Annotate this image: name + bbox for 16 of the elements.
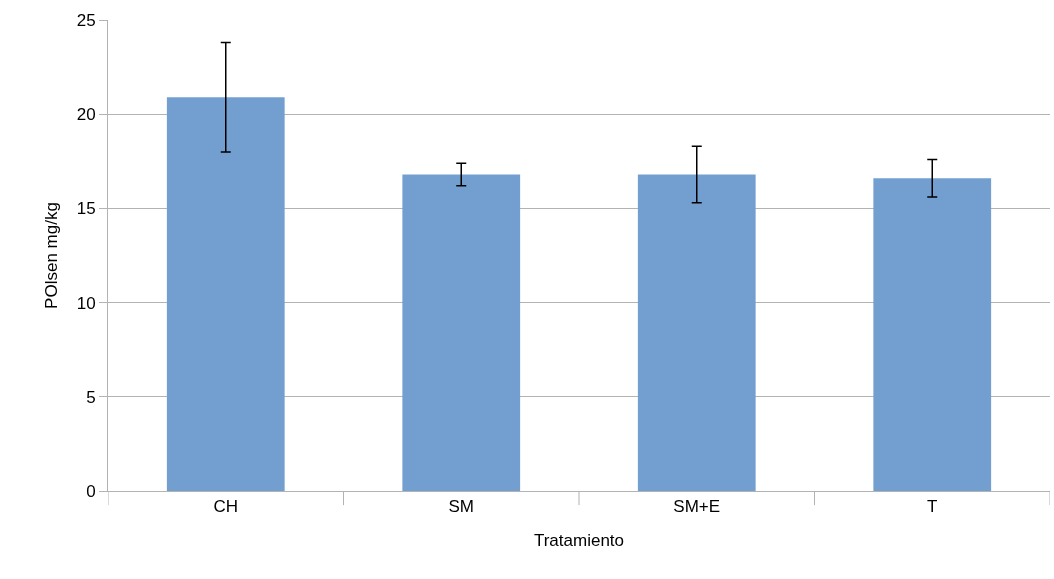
x-tick-label: CH (213, 497, 239, 517)
y-tick-label: 5 (86, 387, 96, 407)
x-tick-label: SM (448, 497, 474, 517)
y-tick-label: 10 (76, 293, 96, 313)
bar (402, 174, 521, 491)
y-tick-label: 0 (86, 481, 96, 501)
bar (873, 178, 992, 491)
y-axis-title: POlsen mg/kg (42, 202, 62, 309)
bar (637, 174, 756, 491)
x-axis-title: Tratamiento (533, 530, 625, 550)
x-tick-label: SM+E (673, 497, 721, 517)
y-tick-label: 25 (76, 10, 96, 30)
bar (166, 97, 285, 491)
x-tick-label: T (927, 497, 938, 517)
y-tick-label: 20 (76, 105, 96, 125)
y-tick-label: 15 (76, 199, 96, 219)
